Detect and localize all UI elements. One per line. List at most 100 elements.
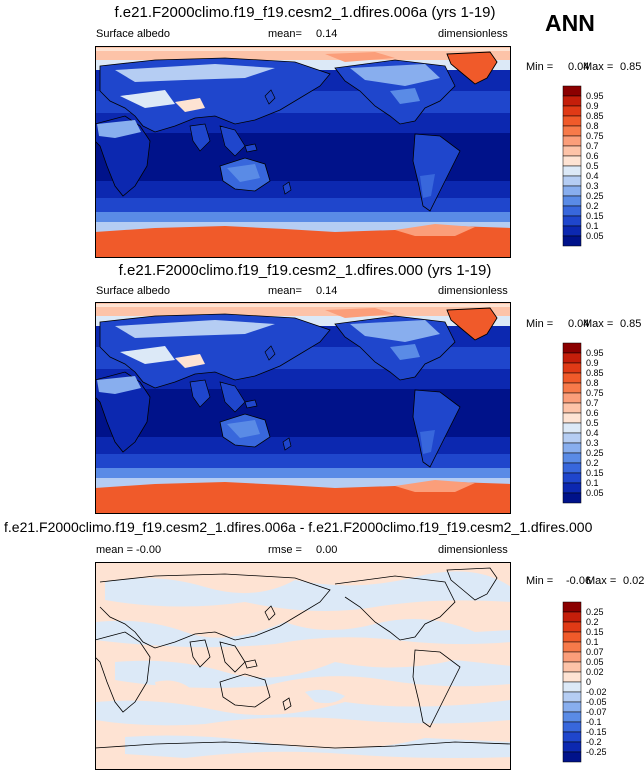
panel-3-colorbar-box <box>562 671 582 683</box>
panel-2-colorbar-tick-label: 0.3 <box>586 438 599 448</box>
panel-3-colorbar-tick-label: -0.1 <box>586 717 602 727</box>
panel-2-colorbar-box <box>562 462 582 474</box>
panel-3-colorbar-tick-label: -0.05 <box>586 697 607 707</box>
panel-2-colorbar-tick-label: 0.95 <box>586 348 604 358</box>
panel-1-colorbar-box <box>562 125 582 137</box>
panel-3-min-label: Min = <box>526 575 554 587</box>
panel-1-title: f.e21.F2000climo.f19_f19.cesm2_1.dfires.… <box>114 4 496 21</box>
panel-1-colorbar-box <box>562 185 582 197</box>
panel-1-albedo-map <box>95 46 511 258</box>
panel-2-colorbar-box <box>562 362 582 374</box>
panel-2-colorbar-tick-label: 0.25 <box>586 448 604 458</box>
panel-1-colorbar-box <box>562 95 582 107</box>
panel-2-colorbar-box <box>562 352 582 364</box>
panel-1-colorbar-tick-label: 0.95 <box>586 91 604 101</box>
panel-2-colorbar-tick-label: 0.4 <box>586 428 599 438</box>
panel-3-colorbar-box <box>562 681 582 693</box>
panel-1-colorbar-box <box>562 135 582 147</box>
panel-3-colorbar-box <box>562 601 582 613</box>
panel-2-colorbar-tick-label: 0.9 <box>586 358 599 368</box>
panel-3-colorbar-tick-label: 0.25 <box>586 607 604 617</box>
panel-1-colorbar-tick-label: 0.5 <box>586 161 599 171</box>
panel-3-rmse-value: 0.00 <box>316 544 338 556</box>
panel-1-colorbar-tick-label: 0.1 <box>586 221 599 231</box>
panel-1-min-label: Min = <box>526 61 554 73</box>
panel-2-colorbar-tick-label: 0.2 <box>586 458 599 468</box>
panel-3-rmse-label: rmse = <box>268 544 302 556</box>
panel-3-colorbar-tick-label: -0.02 <box>586 687 607 697</box>
panel-2-colorbar-box <box>562 452 582 464</box>
panel-2-colorbar-tick-label: 0.6 <box>586 408 599 418</box>
panel-1-colorbar-tick-label: 0.3 <box>586 181 599 191</box>
panel-1-colorbar-box <box>562 205 582 217</box>
panel-3-colorbar-box <box>562 651 582 663</box>
panel-2-colorbar-tick-label: 0.7 <box>586 398 599 408</box>
panel-1-colorbar-tick-label: 0.8 <box>586 121 599 131</box>
panel-1-max-value: 0.85 <box>620 61 642 73</box>
panel-1-colorbar-box <box>562 145 582 157</box>
panel-2-max-label: Max = <box>583 318 614 330</box>
panel-3-colorbar-tick-label: 0.2 <box>586 617 599 627</box>
panel-1-colorbar-box <box>562 115 582 127</box>
panel-2-title: f.e21.F2000climo.f19_f19.cesm2_1.dfires.… <box>118 262 492 279</box>
panel-1-colorbar-box <box>562 105 582 117</box>
panel-1-variable-label: Surface albedo <box>96 28 170 40</box>
panel-3-difference-map <box>95 562 511 770</box>
panel-2-colorbar-box <box>562 472 582 484</box>
panel-3-colorbar-box <box>562 631 582 643</box>
panel-2-colorbar-tick-label: 0.15 <box>586 468 604 478</box>
panel-2-colorbar-box <box>562 372 582 384</box>
panel-1-colorbar-box <box>562 225 582 237</box>
panel-3-min-value: -0.06 <box>566 575 592 587</box>
panel-2-colorbar-tick-label: 0.5 <box>586 418 599 428</box>
panel-2-albedo-map <box>95 302 511 514</box>
panel-2-colorbar-box <box>562 482 582 494</box>
panel-2-colorbar-tick-label: 0.85 <box>586 368 604 378</box>
panel-2-colorbar-tick-label: 0.1 <box>586 478 599 488</box>
panel-2-min-value: 0.04 <box>568 318 590 330</box>
panel-3-units-label: dimensionless <box>438 544 508 556</box>
panel-2-mean-label: mean= <box>268 285 302 297</box>
panel-1-colorbar-tick-label: 0.15 <box>586 211 604 221</box>
panel-3-colorbar-tick-label: 0.05 <box>586 657 604 667</box>
panel-2-max-value: 0.85 <box>620 318 642 330</box>
panel-1-colorbar-tick-label: 0.85 <box>586 111 604 121</box>
panel-3-colorbar-tick-label: 0.02 <box>586 667 604 677</box>
panel-3-colorbar-tick-label: -0.25 <box>586 747 607 757</box>
panel-1-colorbar-tick-label: 0.05 <box>586 231 604 241</box>
panel-3-colorbar-box <box>562 691 582 703</box>
panel-2-colorbar-box <box>562 342 582 354</box>
panel-2-colorbar-tick-label: 0.8 <box>586 378 599 388</box>
season-label: ANN <box>545 10 595 36</box>
panel-1-colorbar-box <box>562 155 582 167</box>
panel-3-colorbar-tick-label: -0.2 <box>586 737 602 747</box>
panel-2-colorbar-box <box>562 392 582 404</box>
panel-2-units-label: dimensionless <box>438 285 508 297</box>
panel-2-colorbar-box <box>562 442 582 454</box>
panel-2-colorbar-box <box>562 412 582 424</box>
panel-2-colorbar-box <box>562 382 582 394</box>
panel-3-colorbar-box <box>562 711 582 723</box>
panel-1-colorbar: 0.950.90.850.80.750.70.60.50.40.30.250.2… <box>562 85 604 247</box>
panel-1-colorbar-tick-label: 0.9 <box>586 101 599 111</box>
panel-3-colorbar-box <box>562 731 582 743</box>
panel-3-colorbar-tick-label: 0.15 <box>586 627 604 637</box>
panel-3-title: f.e21.F2000climo.f19_f19.cesm2_1.dfires.… <box>4 519 593 535</box>
panel-3-colorbar-box <box>562 701 582 713</box>
panel-2-colorbar: 0.950.90.850.80.750.70.60.50.40.30.250.2… <box>562 342 604 504</box>
panel-3-colorbar-box <box>562 751 582 763</box>
panel-1-colorbar-box <box>562 215 582 227</box>
panel-3-colorbar-box <box>562 611 582 623</box>
panel-1-colorbar-box <box>562 85 582 97</box>
panel-3-colorbar-tick-label: 0.07 <box>586 647 604 657</box>
panel-3-colorbar-box <box>562 721 582 733</box>
panel-1-min-value: 0.04 <box>568 61 590 73</box>
panel-2-colorbar-box <box>562 432 582 444</box>
panel-1-max-label: Max = <box>583 61 614 73</box>
panel-3-colorbar-box <box>562 621 582 633</box>
panel-1-colorbar-tick-label: 0.6 <box>586 151 599 161</box>
panel-1-colorbar-tick-label: 0.75 <box>586 131 604 141</box>
panel-3-colorbar-tick-label: 0.1 <box>586 637 599 647</box>
panel-1-colorbar-box <box>562 195 582 207</box>
panel-3-mean-label: mean = -0.00 <box>96 544 162 556</box>
